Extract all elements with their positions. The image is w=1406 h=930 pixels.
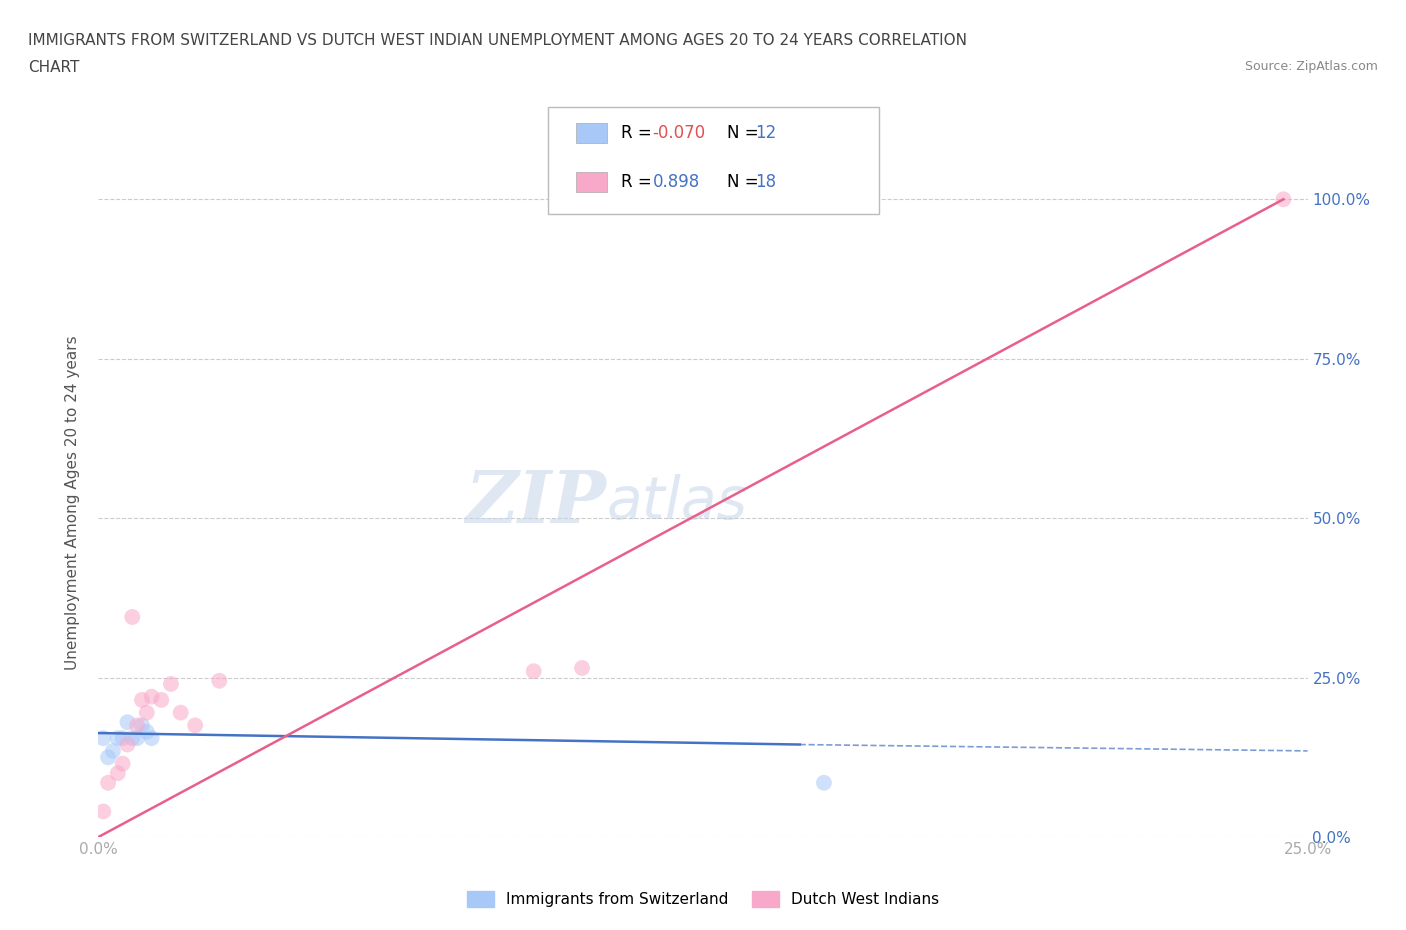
Point xyxy=(141,689,163,704)
Point xyxy=(97,750,120,764)
Text: ZIP: ZIP xyxy=(465,467,606,538)
Point xyxy=(135,705,157,720)
Point xyxy=(523,664,546,679)
Point xyxy=(131,718,153,733)
Point xyxy=(117,715,139,730)
Point xyxy=(127,718,149,733)
Point xyxy=(107,765,129,780)
Point xyxy=(131,693,153,708)
Point xyxy=(135,724,157,739)
Text: 0.898: 0.898 xyxy=(652,173,700,191)
Text: atlas: atlas xyxy=(606,473,747,531)
Point xyxy=(121,609,143,624)
Text: N =: N = xyxy=(727,124,763,142)
Point xyxy=(107,731,129,746)
Point xyxy=(150,693,173,708)
Point xyxy=(571,660,593,675)
Point xyxy=(111,731,134,746)
Point xyxy=(91,804,114,819)
Point xyxy=(813,776,835,790)
Point xyxy=(91,731,114,746)
Point xyxy=(184,718,207,733)
Y-axis label: Unemployment Among Ages 20 to 24 years: Unemployment Among Ages 20 to 24 years xyxy=(65,335,80,670)
Point xyxy=(160,676,183,691)
Point xyxy=(121,731,143,746)
Text: R =: R = xyxy=(621,173,662,191)
Point xyxy=(117,737,139,752)
Text: 12: 12 xyxy=(755,124,776,142)
Point xyxy=(97,776,120,790)
Text: IMMIGRANTS FROM SWITZERLAND VS DUTCH WEST INDIAN UNEMPLOYMENT AMONG AGES 20 TO 2: IMMIGRANTS FROM SWITZERLAND VS DUTCH WES… xyxy=(28,33,967,47)
Point xyxy=(141,731,163,746)
Point xyxy=(111,756,134,771)
Point xyxy=(1272,192,1295,206)
Text: CHART: CHART xyxy=(28,60,80,75)
Text: 18: 18 xyxy=(755,173,776,191)
Text: -0.070: -0.070 xyxy=(652,124,706,142)
Point xyxy=(208,673,231,688)
Point xyxy=(127,731,149,746)
Point xyxy=(169,705,191,720)
Legend: Immigrants from Switzerland, Dutch West Indians: Immigrants from Switzerland, Dutch West … xyxy=(460,884,946,913)
Text: Source: ZipAtlas.com: Source: ZipAtlas.com xyxy=(1244,60,1378,73)
Text: N =: N = xyxy=(727,173,763,191)
Text: R =: R = xyxy=(621,124,658,142)
Point xyxy=(101,743,124,758)
